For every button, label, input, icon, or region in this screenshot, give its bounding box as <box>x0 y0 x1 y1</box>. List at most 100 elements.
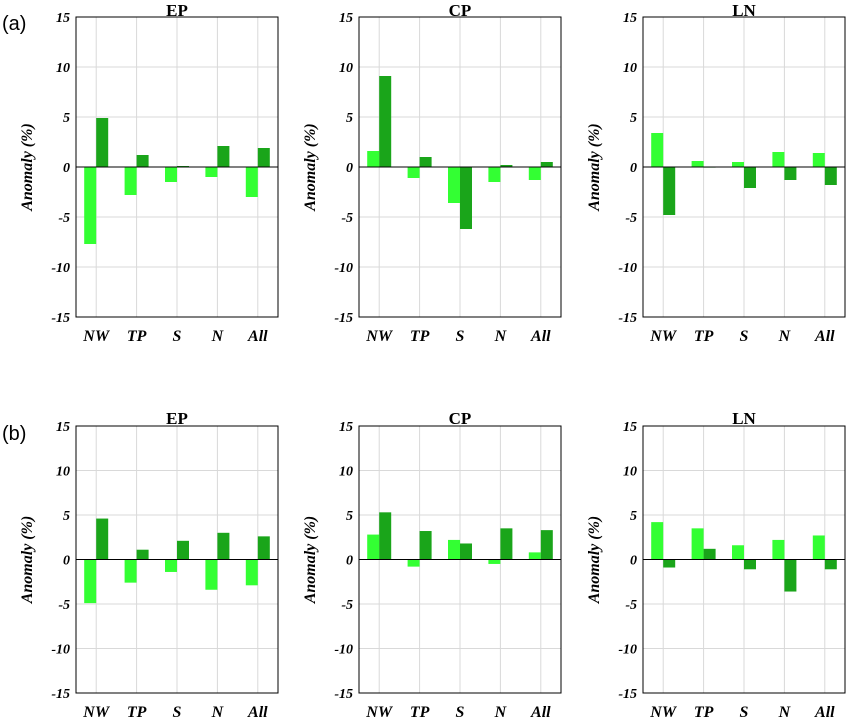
y-tick-label: 5 <box>63 509 70 524</box>
y-tick-label: 10 <box>339 61 353 76</box>
plot-frame <box>75 425 279 694</box>
x-tick-label: TP <box>694 328 714 345</box>
y-axis-label: Anomaly (%) <box>586 123 603 212</box>
y-tick-label: 0 <box>63 161 70 176</box>
x-tick-label: S <box>173 328 182 345</box>
x-tick-label: S <box>740 704 749 721</box>
x-tick-label: TP <box>410 704 430 721</box>
bar-series2 <box>824 559 837 570</box>
row-label-b: (b) <box>2 423 26 445</box>
bar-series1 <box>245 559 258 586</box>
y-tick-label: -15 <box>334 687 353 702</box>
y-tick-label: -10 <box>51 643 70 658</box>
y-tick-label: -5 <box>341 211 353 226</box>
x-tick-label: All <box>247 328 268 345</box>
plot-frame <box>75 16 279 318</box>
y-tick-label: -10 <box>51 261 70 276</box>
bar-series1 <box>205 167 218 177</box>
bar-series2 <box>744 559 756 570</box>
y-tick-label: 10 <box>56 465 70 480</box>
x-tick-label: N <box>778 328 792 345</box>
plot-frame <box>358 425 562 694</box>
bar-series2 <box>136 549 149 560</box>
bar-series1 <box>205 559 218 590</box>
bar-series1 <box>367 151 380 167</box>
y-tick-label: 15 <box>56 11 70 26</box>
y-tick-label: 0 <box>630 161 637 176</box>
chart-title: LN <box>732 409 756 428</box>
y-axis-label: Anomaly (%) <box>586 516 603 605</box>
y-tick-label: -5 <box>58 598 70 613</box>
chart-title: EP <box>166 409 188 428</box>
chart-title: CP <box>449 1 472 20</box>
bar-series2 <box>500 165 513 167</box>
y-tick-label: -15 <box>51 311 70 326</box>
bar-series1 <box>488 559 501 564</box>
y-tick-label: -10 <box>618 643 637 658</box>
bar-series2 <box>663 559 676 568</box>
bar-series2 <box>419 531 432 560</box>
bar-series2 <box>540 162 553 167</box>
bar-series2 <box>136 155 149 167</box>
bar-series1 <box>691 161 704 167</box>
bar-series1 <box>165 167 177 182</box>
y-tick-label: 0 <box>630 554 637 569</box>
y-axis-label: Anomaly (%) <box>302 516 319 605</box>
bar-series2 <box>824 167 837 185</box>
x-tick-label: All <box>530 328 551 345</box>
x-tick-label: N <box>778 704 792 721</box>
x-tick-label: TP <box>127 328 147 345</box>
x-tick-label: NW <box>649 328 678 345</box>
bar-series1 <box>651 133 664 167</box>
y-axis-label: Anomaly (%) <box>302 123 319 212</box>
bar-series2 <box>460 543 472 560</box>
bar-series2 <box>217 532 230 560</box>
y-tick-label: 5 <box>630 509 637 524</box>
x-tick-label: N <box>494 704 508 721</box>
bar-series2 <box>257 536 270 560</box>
bar-series2 <box>744 167 756 188</box>
bar-series2 <box>379 76 392 167</box>
x-tick-label: NW <box>649 704 678 721</box>
chart-title: LN <box>732 1 756 20</box>
y-tick-label: -5 <box>625 598 637 613</box>
bar-series1 <box>448 167 460 203</box>
bar-series1 <box>772 539 785 560</box>
chart-title: CP <box>449 409 472 428</box>
y-tick-label: -5 <box>341 598 353 613</box>
bar-series2 <box>784 559 797 592</box>
bar-series1 <box>528 552 541 560</box>
x-tick-label: S <box>173 704 182 721</box>
bar-series2 <box>96 518 109 560</box>
bar-series1 <box>732 162 744 167</box>
y-tick-label: -15 <box>51 687 70 702</box>
bar-series1 <box>448 539 460 560</box>
x-tick-label: All <box>530 704 551 721</box>
y-tick-label: -10 <box>618 261 637 276</box>
bar-series1 <box>651 522 664 560</box>
y-tick-label: -15 <box>334 311 353 326</box>
y-tick-label: -10 <box>334 643 353 658</box>
y-tick-label: 5 <box>346 111 353 126</box>
chart-5: -15 -10 -5 0 5 10 15 NW TP S N All LN Anomaly (%) <box>586 409 846 721</box>
chart-1: -15 -10 -5 0 5 10 15 NW TP S N All CP Anomaly (%) <box>302 1 562 345</box>
y-tick-label: 15 <box>623 420 637 435</box>
bar-series1 <box>812 535 825 560</box>
bar-series1 <box>165 559 177 572</box>
x-tick-label: TP <box>410 328 430 345</box>
bar-series1 <box>772 152 785 167</box>
y-axis-label: Anomaly (%) <box>19 516 36 605</box>
y-tick-label: 15 <box>623 11 637 26</box>
bar-series2 <box>257 148 270 167</box>
bar-series1 <box>732 545 744 560</box>
x-tick-label: NW <box>365 328 394 345</box>
bar-series1 <box>691 528 704 560</box>
x-tick-label: NW <box>365 704 394 721</box>
y-axis-label: Anomaly (%) <box>19 123 36 212</box>
plot-frame <box>642 425 846 694</box>
bar-series1 <box>124 167 137 195</box>
y-tick-label: 10 <box>339 465 353 480</box>
bar-series2 <box>540 530 553 560</box>
x-tick-label: All <box>247 704 268 721</box>
